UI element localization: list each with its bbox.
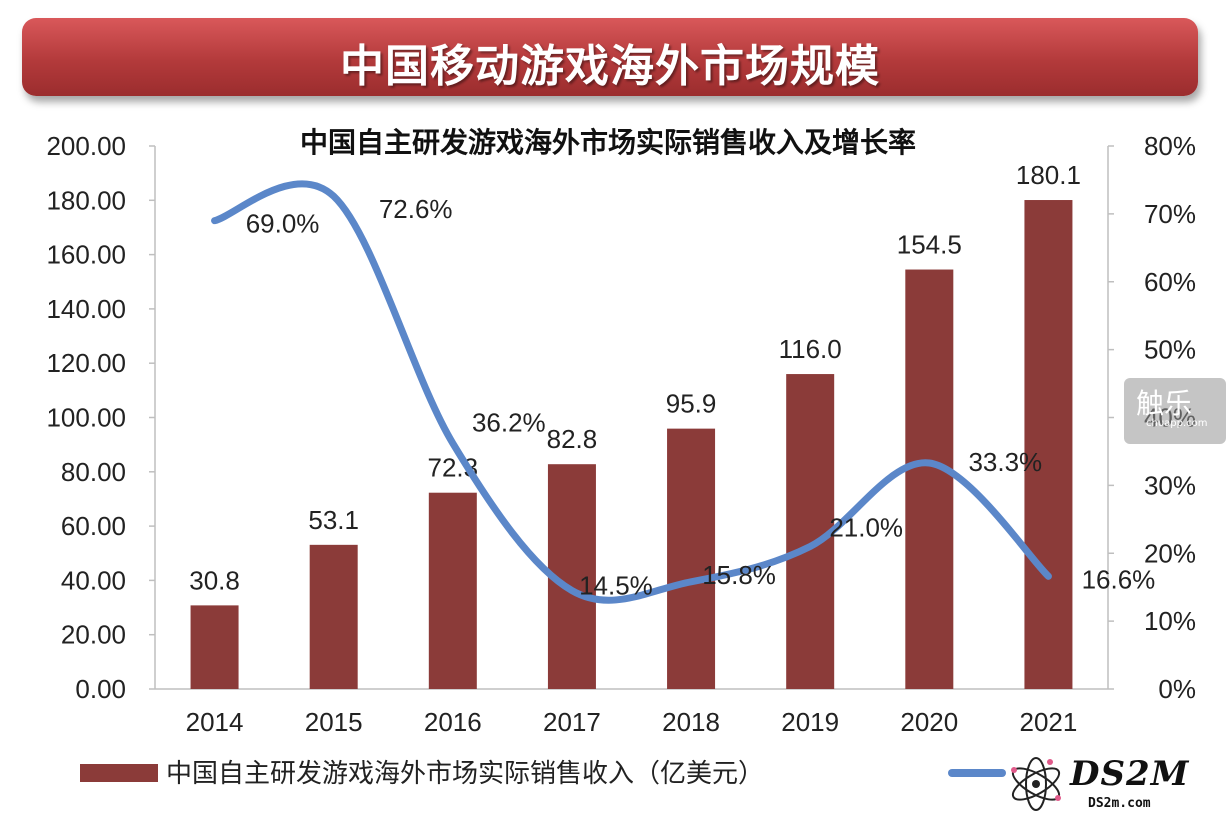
y-left-tick-label: 100.00 <box>46 403 126 433</box>
bar-value-label: 82.8 <box>547 424 598 454</box>
bar-value-label: 53.1 <box>308 505 359 535</box>
chuapp-watermark: 触乐 chuapp.com <box>1124 378 1226 444</box>
x-tick-label: 2020 <box>900 707 958 737</box>
y-left-tick-label: 20.00 <box>61 620 126 650</box>
y-right-tick-label: 20% <box>1144 538 1196 568</box>
bar-value-label: 95.9 <box>666 389 717 419</box>
title-banner: 中国移动游戏海外市场规模 <box>22 18 1198 96</box>
y-left-tick-label: 120.00 <box>46 348 126 378</box>
y-left-tick-label: 0.00 <box>75 674 126 704</box>
ds2m-logo: DS2M DS2m.com <box>1006 752 1216 818</box>
y-left-tick-label: 60.00 <box>61 511 126 541</box>
bar <box>190 605 239 689</box>
y-left-tick-label: 140.00 <box>46 294 126 324</box>
page-title: 中国移动游戏海外市场规模 <box>340 41 880 92</box>
y-left-tick-label: 40.00 <box>61 565 126 595</box>
legend-bar-label: 中国自主研发游戏海外市场实际销售收入（亿美元） <box>166 759 764 789</box>
x-tick-label: 2014 <box>186 707 244 737</box>
combo-chart: 中国自主研发游戏海外市场实际销售收入及增长率 0.00 20.00 40.00 60.0… <box>46 126 1196 789</box>
legend-bar-swatch <box>80 764 158 782</box>
y-right-tick-label: 10% <box>1144 606 1196 636</box>
line-value-label: 72.6% <box>379 194 453 224</box>
bar <box>667 428 716 689</box>
bar <box>905 269 954 689</box>
watermark-text: 触乐 <box>1136 387 1193 420</box>
growth-rate-line <box>211 180 1052 604</box>
bar-value-label: 180.1 <box>1016 160 1081 190</box>
y-left-tick-label: 160.00 <box>46 240 126 270</box>
bar <box>786 374 835 689</box>
logo-text: DS2M <box>1070 754 1190 794</box>
y-right-tick-label: 60% <box>1144 267 1196 297</box>
line-value-label: 15.8% <box>702 560 776 590</box>
x-tick-label: 2018 <box>662 707 720 737</box>
bar <box>428 492 477 689</box>
line-value-label: 14.5% <box>579 571 653 601</box>
y-left-tick-label: 80.00 <box>61 457 126 487</box>
y-right-tick-label: 80% <box>1144 131 1196 161</box>
line-value-label: 16.6% <box>1082 564 1156 594</box>
chart-title: 中国自主研发游戏海外市场实际销售收入及增长率 <box>300 126 916 159</box>
y-left-tick-label: 180.00 <box>46 185 126 215</box>
x-tick-label: 2019 <box>781 707 839 737</box>
line-value-label: 69.0% <box>246 209 320 239</box>
x-tick-label: 2017 <box>543 707 601 737</box>
x-tick-label: 2021 <box>1020 707 1078 737</box>
y-right-tick-label: 50% <box>1144 335 1196 365</box>
line-value-label: 21.0% <box>829 512 903 542</box>
bar-value-label: 154.5 <box>897 230 962 260</box>
y-right-tick-label: 0% <box>1158 674 1196 704</box>
x-tick-label: 2015 <box>305 707 363 737</box>
bar-value-label: 116.0 <box>779 334 842 364</box>
line-value-label: 33.3% <box>968 447 1042 477</box>
y-right-tick-label: 70% <box>1144 199 1196 229</box>
bar <box>1024 200 1073 689</box>
y-right-tick-label: 30% <box>1144 470 1196 500</box>
bar-value-label: 30.8 <box>189 565 240 595</box>
logo-subtext: DS2m.com <box>1088 796 1151 811</box>
atom-icon <box>1011 757 1061 811</box>
bar <box>309 544 358 689</box>
line-value-label: 36.2% <box>472 407 546 437</box>
x-tick-label: 2016 <box>424 707 482 737</box>
y-left-tick-label: 200.00 <box>46 131 126 161</box>
watermark-subtext: chuapp.com <box>1146 418 1208 429</box>
